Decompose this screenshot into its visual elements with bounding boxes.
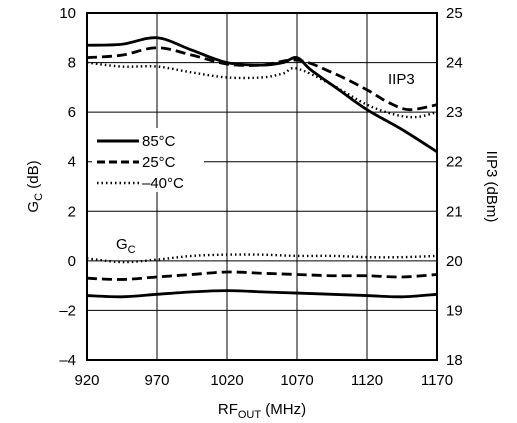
y-left-tick-label: 0	[68, 253, 76, 270]
legend-label-85c: 85°C	[142, 133, 176, 150]
gc-annotation: GC	[116, 236, 136, 256]
series-line-iip3-dashed	[86, 46, 438, 112]
x-tick-label: 1070	[280, 372, 313, 389]
x-tick-label: 920	[74, 372, 99, 389]
y-right-tick-label: 18	[446, 352, 463, 369]
x-tick-label: 1020	[210, 372, 243, 389]
y-right-tick-label: 20	[446, 253, 463, 270]
y-right-tick-label: 19	[446, 302, 463, 319]
legend-label-25c: 25°C	[142, 154, 176, 171]
y-right-tick-label: 23	[446, 104, 463, 121]
legend-label-minus40c: –40°C	[142, 175, 184, 192]
y-right-tick-label: 24	[446, 55, 463, 72]
legend: 85°C 25°C –40°C	[92, 128, 204, 192]
series-layer	[86, 36, 438, 299]
y-left-tick-label: 6	[68, 104, 76, 121]
y-right-tick-label: 22	[446, 154, 463, 171]
series-line-iip3-solid	[86, 36, 438, 153]
x-tick-label: 970	[144, 372, 169, 389]
series-line-gc-dotted	[86, 253, 438, 264]
series-line-gc-dashed	[86, 270, 438, 281]
x-tick-label: 1120	[351, 372, 383, 389]
iip3-annotation: IIP3	[388, 71, 415, 88]
series-line-iip3-dotted	[86, 61, 438, 119]
y-left-tick-label: –4	[59, 352, 76, 369]
plot-frame	[86, 12, 438, 361]
y-left-tick-label: 10	[59, 5, 76, 22]
y-left-tick-label: 8	[68, 55, 76, 72]
y-left-tick-label: 2	[68, 203, 76, 220]
y-left-axis-title: GC (dB)	[25, 160, 45, 212]
y-right-axis-title: IIP3 (dBm)	[483, 151, 500, 223]
series-line-gc-solid	[86, 289, 438, 299]
legend-background	[92, 128, 204, 192]
y-right-tick-label: 21	[446, 203, 463, 220]
x-axis-title: RFOUT (MHz)	[218, 401, 306, 421]
x-tick-label: 1170	[421, 372, 453, 389]
y-left-tick-label: 4	[68, 154, 76, 171]
y-left-tick-label: –2	[59, 302, 76, 319]
y-right-tick-label: 25	[446, 5, 463, 22]
tick-labels: 920 970 1020 1070 1120 1170–4–202468101819202…	[59, 5, 462, 389]
